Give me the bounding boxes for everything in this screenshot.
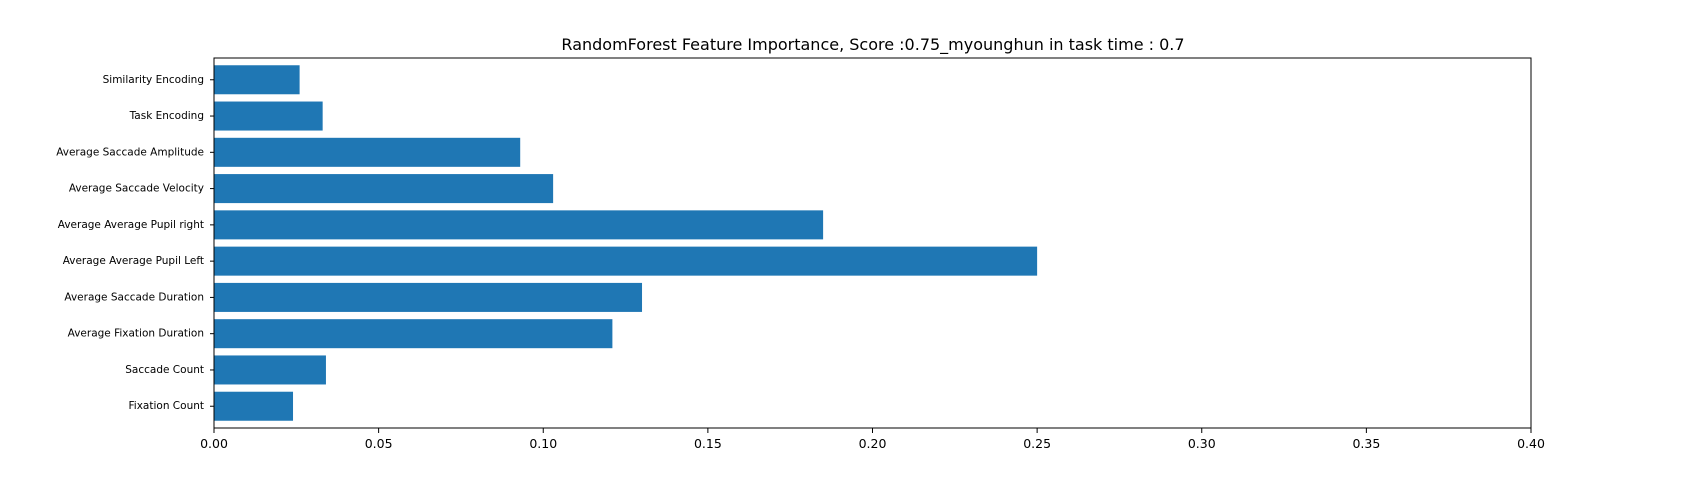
- x-tick-label: 0.05: [365, 436, 393, 451]
- y-tick-label: Average Fixation Duration: [68, 328, 204, 340]
- x-tick-label: 0.25: [1023, 436, 1051, 451]
- bar: [214, 246, 1038, 276]
- y-tick-label: Similarity Encoding: [103, 74, 204, 86]
- x-axis: 0.00 0.05 0.10 0.15 0.20 0.25 0.30 0.35 0.40: [200, 428, 1545, 451]
- y-tick-label: Average Saccade Velocity: [69, 183, 204, 195]
- x-tick-label: 0.35: [1352, 436, 1380, 451]
- y-tick-label: Task Encoding: [129, 110, 204, 122]
- plot-frame: [213, 57, 1532, 429]
- bar: [214, 282, 643, 312]
- x-tick-label: 0.10: [529, 436, 557, 451]
- y-tick-label: Average Saccade Amplitude: [56, 146, 204, 158]
- x-tick-label: 0.40: [1517, 436, 1545, 451]
- bar: [214, 137, 521, 167]
- bar: [214, 319, 613, 349]
- y-tick-label: Average Average Pupil Left: [63, 255, 204, 267]
- x-tick-label: 0.15: [694, 436, 722, 451]
- y-axis: Fixation Count Saccade Count Average Fixat…: [56, 74, 214, 412]
- bars-group: [214, 65, 1038, 421]
- bar: [214, 174, 554, 204]
- bar: [214, 101, 323, 131]
- y-tick-label: Average Saccade Duration: [64, 291, 204, 303]
- bar: [214, 210, 824, 240]
- x-tick-label: 0.30: [1188, 436, 1216, 451]
- y-tick-label: Average Average Pupil right: [58, 219, 204, 231]
- bar: [214, 65, 300, 95]
- x-tick-label: 0.00: [200, 436, 228, 451]
- x-tick-label: 0.20: [859, 436, 887, 451]
- bar: [214, 391, 294, 421]
- bar: [214, 355, 326, 385]
- y-tick-label: Saccade Count: [125, 364, 204, 376]
- y-tick-label: Fixation Count: [129, 400, 204, 412]
- chart-title: RandomForest Feature Importance, Score :…: [561, 35, 1184, 55]
